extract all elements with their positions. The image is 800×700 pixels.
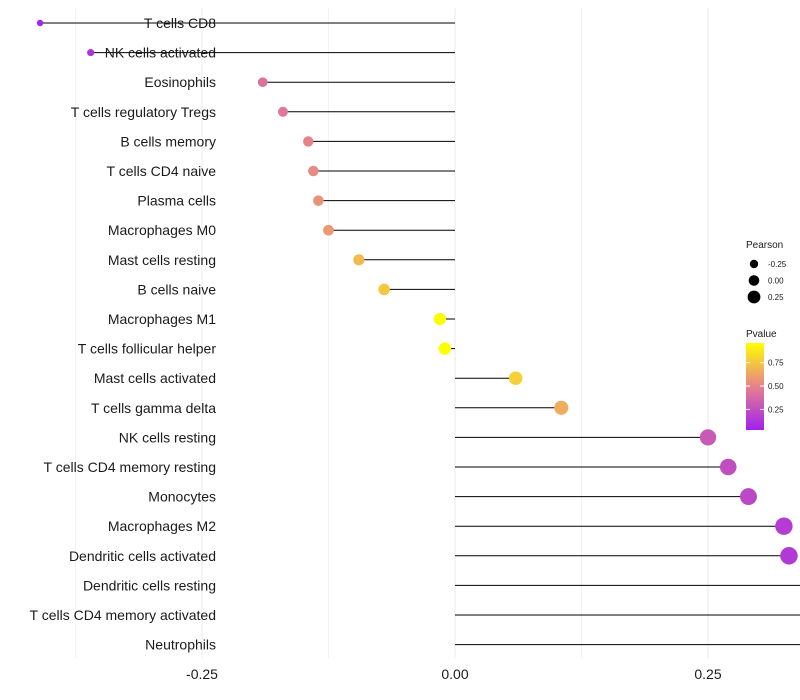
legend-pvalue-title: Pvalue [746, 329, 777, 340]
x-tick-label: 0.00 [441, 666, 468, 682]
data-point [433, 312, 446, 326]
category-label: Mast cells activated [94, 370, 216, 386]
legend-size-label: 0.25 [768, 293, 784, 302]
category-label: B cells naive [137, 281, 216, 297]
category-label: T cells CD4 memory resting [44, 459, 216, 475]
category-label: T cells CD4 naive [107, 163, 217, 179]
data-point [303, 136, 314, 147]
category-label: T cells CD4 memory activated [30, 607, 216, 623]
category-label: B cells memory [120, 133, 216, 149]
legend-pearson: Pearson -0.25 0.00 0.25 [746, 240, 787, 304]
category-label: T cells follicular helper [78, 341, 217, 357]
pvalue-colorbar [746, 343, 764, 430]
legend-size-label: 0.00 [768, 277, 784, 286]
category-label: Plasma cells [137, 193, 216, 209]
data-point [313, 195, 324, 206]
category-label: Neutrophils [145, 637, 216, 653]
data-point [257, 77, 268, 88]
category-labels: T cells CD8 NK cells activated Eosinophils… [30, 15, 217, 653]
category-label: Eosinophils [144, 74, 216, 90]
legend-size-swatch [749, 259, 759, 269]
x-tick-label: 0.25 [694, 666, 721, 682]
data-point [780, 547, 798, 565]
category-label: T cells regulatory Tregs [71, 104, 216, 120]
data-point [508, 371, 523, 385]
data-point [740, 488, 757, 506]
category-label: Dendritic cells activated [69, 548, 216, 564]
category-label: T cells gamma delta [91, 400, 216, 416]
legend-size-swatch [748, 275, 760, 286]
data-point [277, 106, 288, 117]
data-point [775, 517, 793, 535]
category-label: Macrophages M1 [108, 311, 216, 327]
colorbar-tick-label: 0.25 [768, 405, 784, 414]
data-point [323, 224, 334, 236]
category-label: Macrophages M0 [108, 222, 216, 238]
category-label: Mast cells resting [108, 252, 216, 268]
x-axis-ticks: -0.250.000.250.50 [186, 666, 722, 682]
points [36, 19, 798, 565]
colorbar-tick-label: 0.50 [768, 382, 784, 391]
category-label: Monocytes [148, 489, 216, 505]
legend-size-swatch [747, 290, 761, 304]
stems [40, 22, 800, 646]
legend-pearson-title: Pearson [746, 240, 783, 251]
data-point [353, 254, 365, 266]
data-point [438, 342, 452, 355]
category-label: NK cells activated [105, 45, 216, 61]
category-label: NK cells resting [119, 429, 216, 445]
legend-size-label: -0.25 [768, 260, 787, 269]
category-label: T cells CD8 [144, 15, 216, 31]
data-point [87, 49, 95, 57]
grid-lines [75, 8, 709, 658]
data-point [308, 165, 319, 177]
data-point [699, 429, 717, 446]
data-point [36, 19, 44, 27]
category-label: Macrophages M2 [108, 518, 216, 534]
category-label: Dendritic cells resting [83, 577, 216, 593]
x-tick-label: -0.25 [186, 666, 218, 682]
data-point [378, 283, 390, 296]
data-point [719, 458, 737, 476]
legend-pvalue: Pvalue 0.25 0.50 0.75 [746, 329, 784, 430]
data-point [554, 400, 569, 415]
colorbar-tick-label: 0.75 [768, 359, 784, 368]
